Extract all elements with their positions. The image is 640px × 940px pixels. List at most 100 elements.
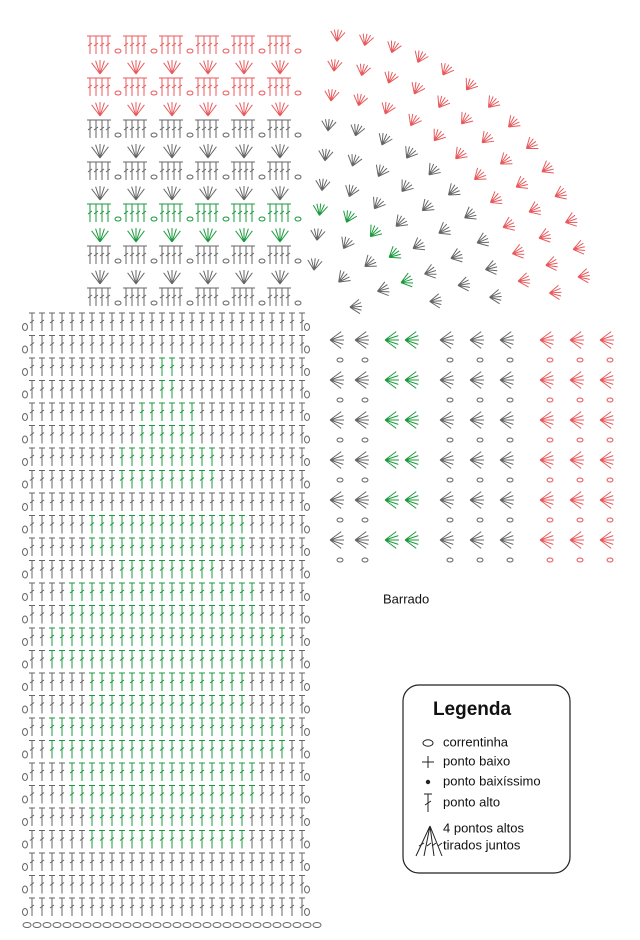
stitch [123,245,129,264]
stitch [189,785,195,804]
stitch [119,897,125,916]
chain [22,773,28,781]
stitch [213,245,219,264]
stitch [149,672,155,691]
stitch [299,830,305,849]
chain [606,397,614,403]
chain [22,593,28,601]
legend: Legenda correntinha ponto baixo ponto ba… [402,684,571,874]
stitch [239,335,245,354]
fan [199,102,217,117]
stitch [219,380,225,399]
stitch [299,492,305,511]
fan [127,186,145,201]
stitch [199,740,205,759]
stitch [239,627,245,646]
stitch [99,402,105,421]
stitch [299,785,305,804]
chain [114,132,122,138]
stitch [229,852,235,871]
stitch [105,77,111,96]
stitch [179,785,185,804]
stitch [49,807,55,826]
stitch [149,852,155,871]
fan [324,89,340,102]
stitch [119,582,125,601]
stitch [149,492,155,511]
chain [22,863,28,871]
fan [349,298,362,315]
stitch [79,425,85,444]
chain [304,728,310,736]
stitch [109,672,115,691]
chain-symbol [422,739,434,747]
stitch [49,605,55,624]
stitch [279,605,285,624]
stitch [159,875,165,894]
stitch [229,627,235,646]
fan [565,212,578,227]
fan [465,78,479,91]
stitch [93,77,99,96]
stitch [279,77,285,96]
stitch [179,357,185,376]
chain [202,922,212,928]
stitch [219,425,225,444]
chain [294,258,302,264]
fan [318,148,334,162]
fan [469,451,484,469]
stitch [159,897,165,916]
stitch [179,515,185,534]
stitch [69,875,75,894]
stitch [199,875,205,894]
stitch [299,380,305,399]
chain [506,517,514,523]
stitch [29,425,35,444]
stitch [123,77,129,96]
stitch [249,425,255,444]
chain [114,174,122,180]
chain [304,908,310,916]
legend-item: tirados juntos [443,837,521,852]
stitch [109,807,115,826]
stitch [119,492,125,511]
fan [538,228,551,243]
stitch [179,830,185,849]
chain [258,174,266,180]
stitch [229,357,235,376]
fan [354,451,369,469]
stitch [209,807,215,826]
stitch [119,380,125,399]
stitch [39,582,45,601]
chain [22,570,28,579]
fan [395,214,409,227]
stitch [279,762,285,781]
stitch [279,425,285,444]
chain [312,922,322,928]
chain [22,323,28,331]
chain [304,660,310,669]
stitch [189,380,195,399]
fan [350,123,366,137]
fan [271,60,289,75]
stitch [159,627,165,646]
chain [576,517,584,523]
chain [304,615,310,624]
stitch [171,35,177,54]
stitch [129,77,135,96]
stitch [39,470,45,489]
stitch [119,762,125,781]
stitch [139,335,145,354]
stitch [99,582,105,601]
stitch [69,740,75,759]
stitch [49,402,55,421]
fan [310,228,326,241]
stitch [209,357,215,376]
stitch [139,425,145,444]
stitch [99,335,105,354]
stitch [87,245,93,264]
stitch [139,875,145,894]
stitch [273,119,279,138]
stitch [177,203,183,222]
stitch [169,425,175,444]
